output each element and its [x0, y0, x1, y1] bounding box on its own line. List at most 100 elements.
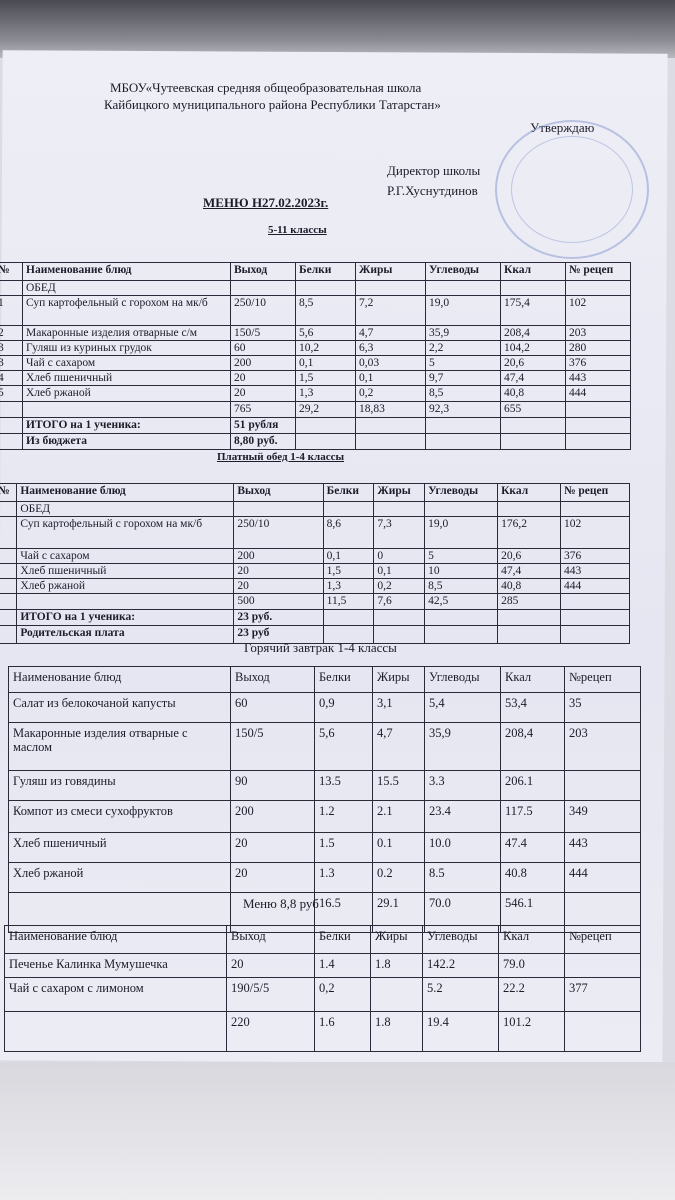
table-cell: 376: [559, 548, 631, 564]
table-row: 1Суп картофельный с горохом на мк/б250/1…: [0, 295, 631, 326]
column-header: Ккал: [500, 262, 566, 281]
table-cell: Салат из белокочаной капусты: [8, 692, 231, 723]
table-cell: [322, 501, 375, 517]
table-cell: 0.2: [372, 862, 425, 893]
table-cell: 250/10: [230, 295, 296, 326]
table-cell: 1,3: [322, 578, 375, 594]
table-cell: ОБЕД: [22, 280, 231, 296]
table-cell: [373, 501, 426, 517]
table-cell: 8,80 руб.: [230, 433, 296, 450]
table-cell: [565, 401, 631, 418]
table-cell: 5,6: [295, 325, 356, 341]
director-label: Директор школы: [387, 163, 481, 178]
column-header: Наименование блюд: [22, 262, 231, 281]
table-cell: 150/5: [230, 722, 315, 771]
table-cell: [0, 401, 23, 418]
table-row: ОБЕД: [0, 280, 631, 296]
table-cell: 15.5: [372, 770, 425, 801]
table-cell: 190/5/5: [226, 977, 315, 1012]
table-cell: 0,03: [355, 355, 426, 371]
table-cell: Чай с сахаром: [16, 548, 235, 564]
table-cell: [0, 433, 23, 450]
table-cell: 176,2: [497, 516, 561, 549]
table-cell: Гуляш из говядины: [8, 770, 231, 801]
table-row: Печенье Калинка Мумушечка 20 1.4 1.8 142.2 79…: [4, 953, 641, 978]
table-cell: 142.2: [422, 953, 499, 978]
menu-table-snack: Наименование блюд Выход Белки Жиры Углеводы К…: [4, 925, 641, 1052]
table-cell: 5: [0, 385, 23, 402]
column-header: №рецеп: [564, 925, 641, 954]
table-cell: [565, 417, 631, 434]
table-cell: 377: [564, 977, 641, 1012]
table-cell: 79.0: [498, 953, 565, 978]
table-cell: 1.4: [314, 953, 371, 978]
table-cell: 7,3: [373, 516, 426, 549]
table-cell: 104,2: [500, 340, 566, 356]
table-cell: 23 руб.: [233, 609, 324, 626]
table-cell: [564, 1011, 641, 1052]
table-cell: 3,1: [372, 692, 425, 723]
table-row: ИТОГО на 1 ученика: 51 рубля: [0, 417, 631, 434]
table-cell: 8,5: [425, 385, 501, 402]
table-cell: Компот из смеси сухофруктов: [8, 800, 231, 833]
table-cell: 208,4: [500, 325, 566, 341]
table-cell: [355, 417, 426, 434]
column-header: Жиры: [372, 666, 425, 693]
table-cell: 5.2: [422, 977, 499, 1012]
table-cell: 8,5: [424, 578, 499, 594]
table-cell: Макаронные изделия отварные с маслом: [8, 722, 231, 771]
table-cell: [0, 417, 23, 434]
table-cell: 18,83: [355, 401, 426, 418]
table-cell: [0, 609, 18, 626]
table-cell: 206.1: [500, 770, 565, 801]
table-cell: [355, 433, 426, 450]
table-cell: 443: [559, 563, 631, 579]
table-cell: 203: [565, 325, 631, 341]
column-header: Выход: [226, 925, 315, 954]
table-cell: [0, 563, 18, 579]
table-cell: 19,0: [425, 295, 501, 326]
table-cell: 175,4: [500, 295, 566, 326]
table-cell: [0, 548, 18, 564]
table-cell: Чай с сахаром: [22, 355, 231, 371]
table-row: 220 1.6 1.8 19.4 101.2: [4, 1011, 641, 1052]
column-header: Жиры: [355, 262, 426, 281]
column-header: Белки: [322, 483, 375, 502]
table-cell: [424, 609, 499, 626]
table-cell: 2.1: [372, 800, 425, 833]
table-cell: 42,5: [424, 593, 499, 610]
table-cell: Хлеб пшеничный: [8, 832, 231, 863]
table-cell: 20: [230, 832, 315, 863]
column-header: Выход: [230, 666, 315, 693]
table-row: Чай с сахаром 200 0,1 0 5 20,6 376: [0, 548, 631, 564]
table-row: 765 29,2 18,83 92,3 655: [0, 401, 631, 418]
table-cell: [4, 1011, 227, 1052]
table-row: Хлеб пшеничный 20 1,5 0,1 10 47,4 443: [0, 563, 631, 579]
table-cell: 10,2: [295, 340, 356, 356]
table-cell: [564, 953, 641, 978]
table-row: 16.5 29.1 70.0 546.1: [8, 892, 641, 933]
table-cell: 1.5: [314, 832, 373, 863]
table-cell: 443: [564, 832, 641, 863]
table-cell: 1,3: [295, 385, 356, 402]
table-cell: 203: [564, 722, 641, 771]
table-cell: 1,5: [295, 370, 356, 386]
table-row: Хлеб пшеничный 20 1.5 0.1 10.0 47.4 443: [8, 832, 641, 863]
table-cell: 655: [500, 401, 566, 418]
table-cell: 7,6: [373, 593, 426, 610]
column-header: Белки: [314, 925, 371, 954]
table-cell: 60: [230, 692, 315, 723]
table-cell: [500, 280, 566, 296]
table-cell: 20: [233, 563, 324, 579]
table-cell: [22, 401, 231, 418]
table-cell: 20,6: [497, 548, 561, 564]
column-header: №: [0, 262, 23, 281]
table-cell: 117.5: [500, 800, 565, 833]
table-cell: 285: [497, 593, 561, 610]
column-header: Наименование блюд: [4, 925, 227, 954]
table-cell: 35,9: [424, 722, 501, 771]
table-header-row: №Наименование блюдВыходБелкиЖирыУглеводы…: [0, 262, 631, 281]
table-cell: 1.8: [370, 953, 423, 978]
table-cell: 444: [559, 578, 631, 594]
